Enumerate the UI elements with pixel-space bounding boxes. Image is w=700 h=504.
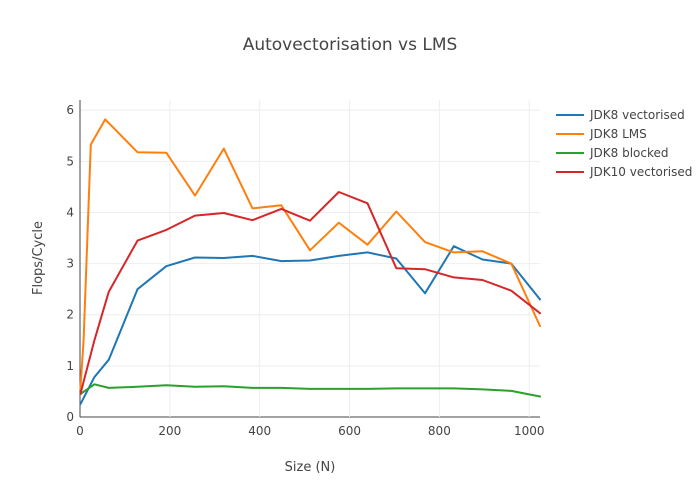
- y-tick-label: 0: [66, 410, 74, 424]
- y-axis-title: Flops/Cycle: [31, 221, 46, 295]
- chart-title: Autovectorisation vs LMS: [243, 35, 458, 55]
- legend-label-jdk8-vectorised: JDK8 vectorised: [589, 108, 685, 122]
- x-tick-label: 400: [248, 424, 271, 438]
- legend-label-jdk8-blocked: JDK8 blocked: [589, 146, 669, 160]
- y-tick-label: 1: [66, 359, 74, 373]
- x-axis-title: Size (N): [285, 460, 336, 475]
- y-tick-label: 4: [66, 205, 74, 219]
- x-tick-label: 0: [76, 424, 84, 438]
- legend-label-jdk8-lms: JDK8 LMS: [589, 127, 647, 141]
- series-line-jdk8-vectorised: [79, 245, 541, 406]
- grid-layer: [79, 100, 540, 418]
- y-tick-label: 2: [66, 308, 74, 322]
- x-tick-label: 1000: [514, 424, 545, 438]
- x-tick-label: 200: [158, 424, 181, 438]
- legend: JDK8 vectorised JDK8 LMS JDK8 blocked JDK10…: [556, 108, 692, 179]
- y-tick-label: 6: [66, 103, 74, 117]
- series-layer: [79, 118, 541, 406]
- series-line-jdk10-vectorised: [79, 191, 541, 395]
- series-line-jdk8-blocked: [79, 383, 541, 398]
- y-tick-label: 5: [66, 154, 74, 168]
- y-tick-label: 3: [66, 257, 74, 271]
- x-tick-label: 600: [338, 424, 361, 438]
- tick-layer: 0 1 2 3 4 5 6 0 200 400 600 800 1000: [66, 103, 544, 438]
- legend-label-jdk10-vectorised: JDK10 vectorised: [589, 165, 692, 179]
- series-line-jdk8-lms: [79, 118, 541, 390]
- x-tick-label: 800: [428, 424, 451, 438]
